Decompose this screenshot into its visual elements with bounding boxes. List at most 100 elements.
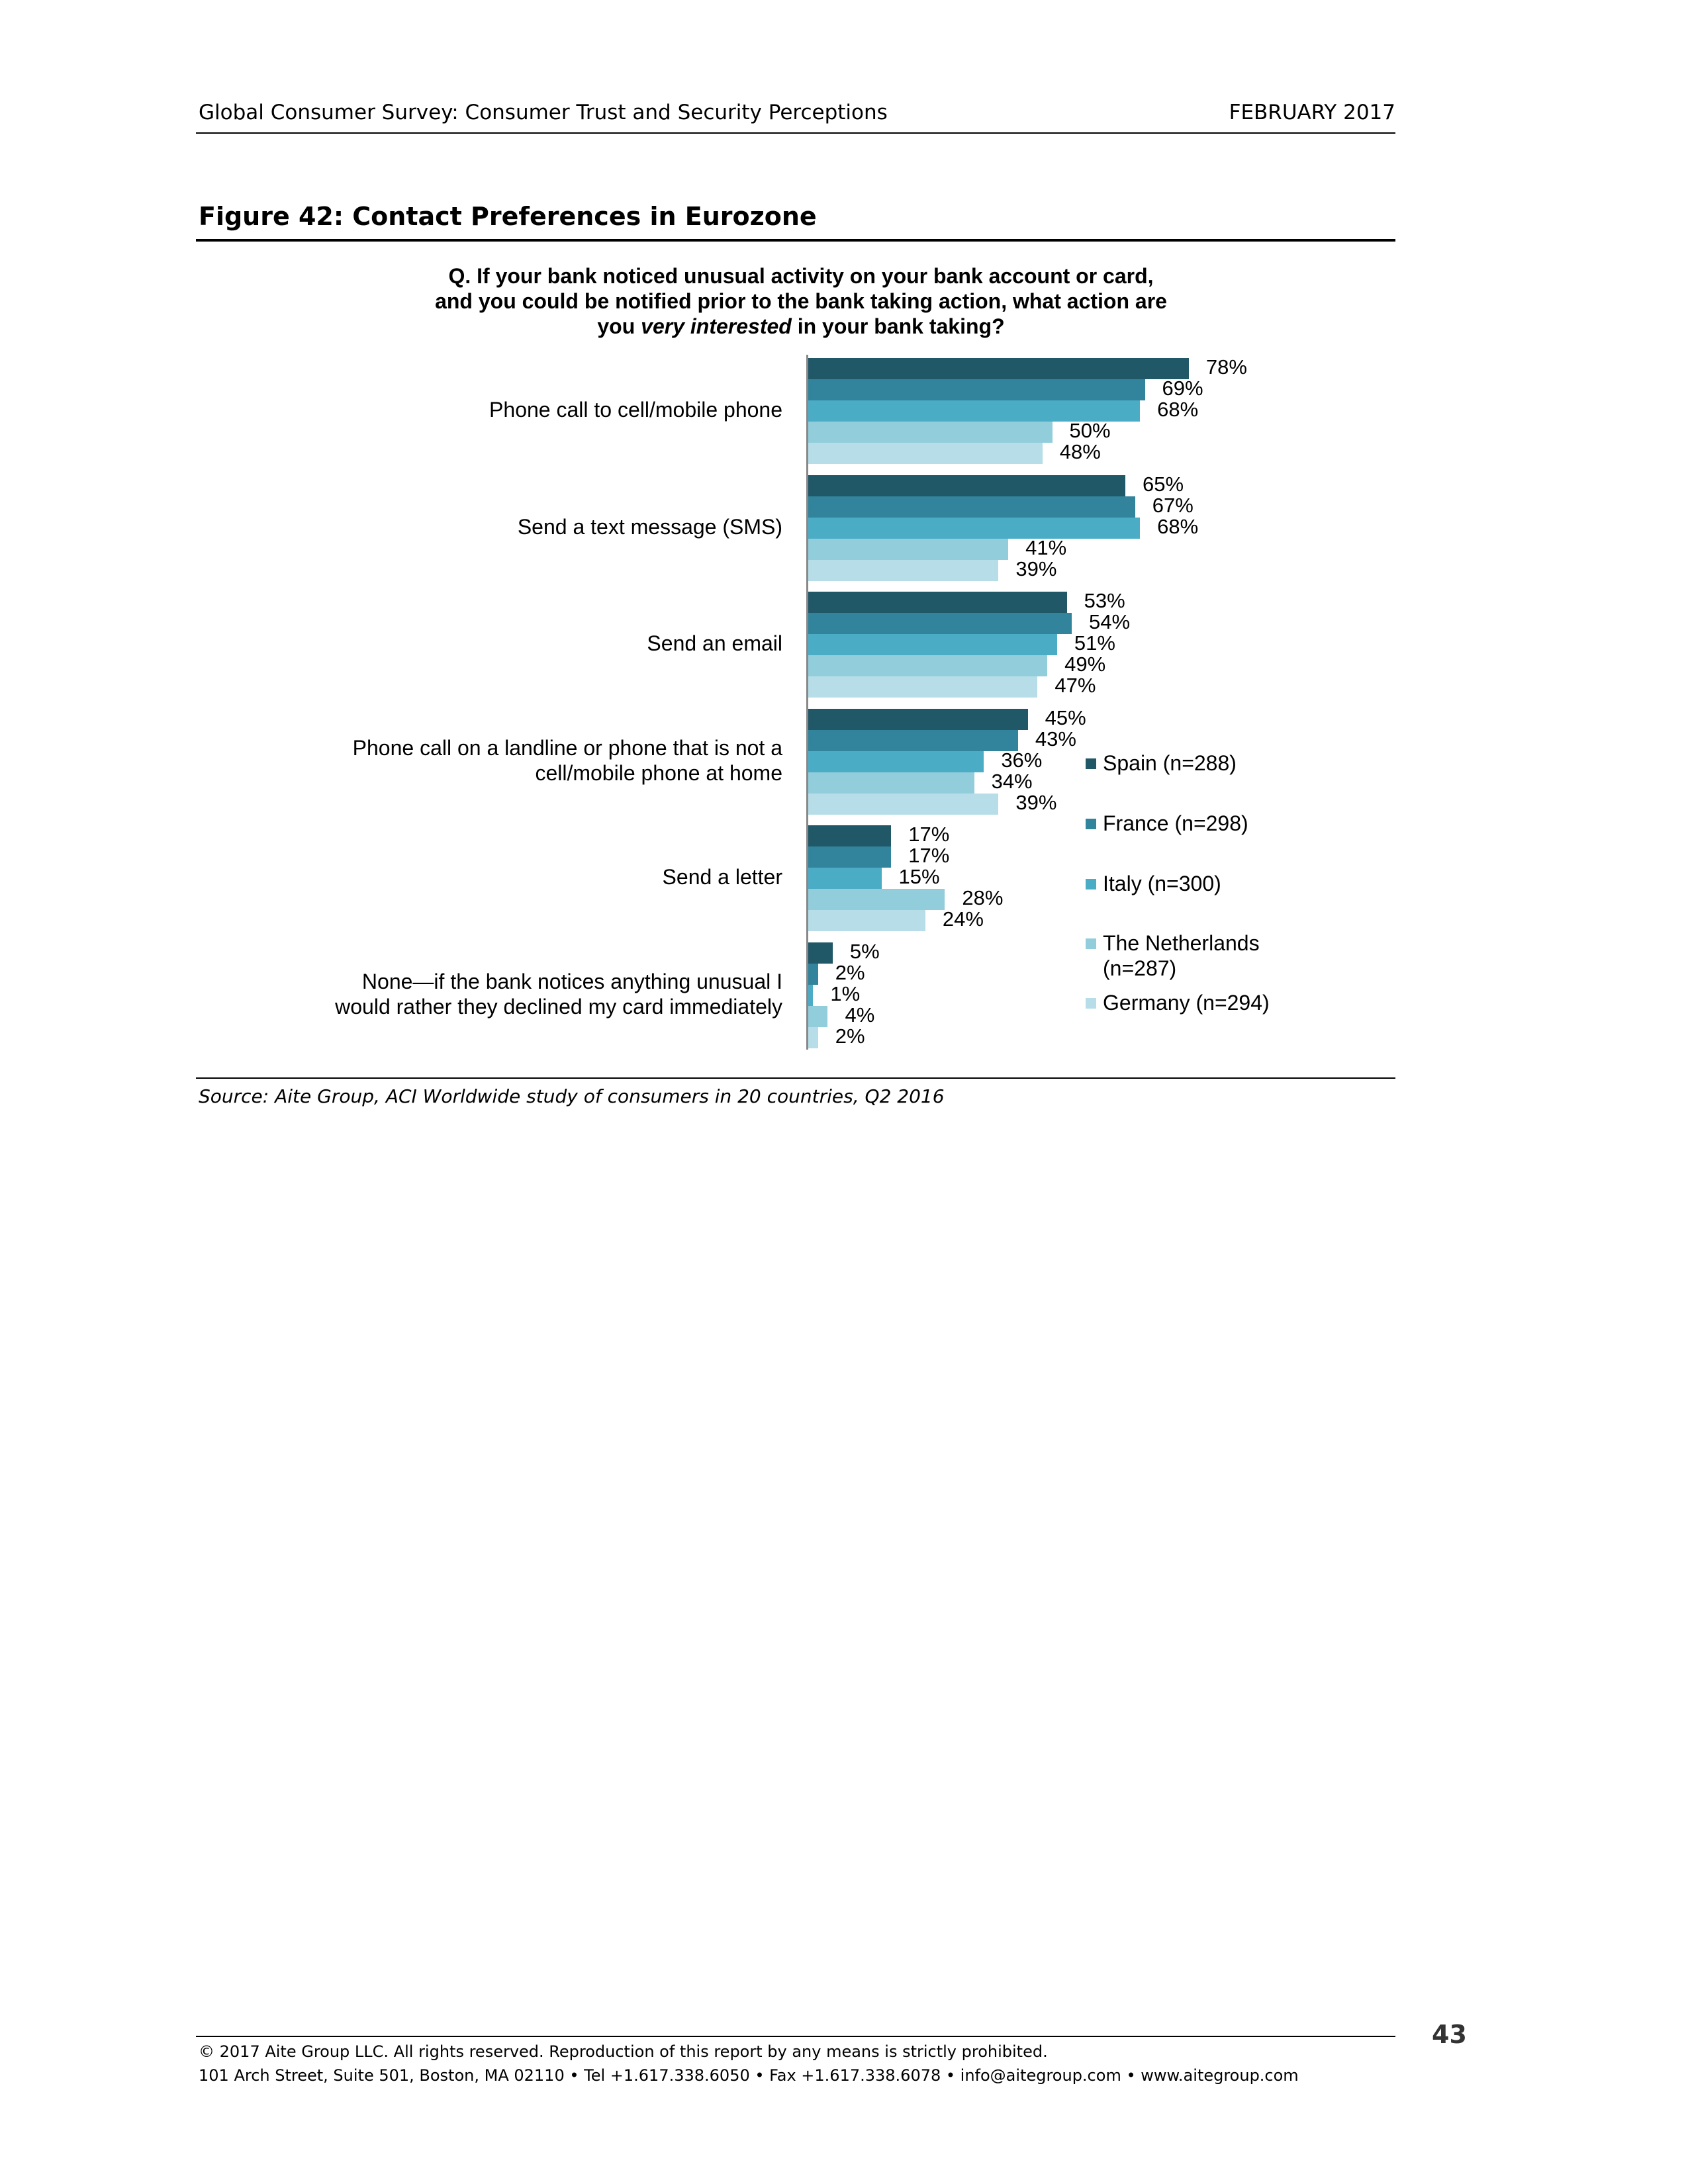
value-label: 68% xyxy=(1157,514,1199,538)
value-label: 47% xyxy=(1055,674,1096,697)
value-label: 17% xyxy=(908,823,950,846)
category-label-line: cell/mobile phone at home xyxy=(535,760,782,785)
category-label: Send a letter xyxy=(663,864,782,889)
value-label: 39% xyxy=(1015,557,1057,580)
bar xyxy=(808,517,1141,539)
bar xyxy=(808,772,974,794)
bar xyxy=(808,984,814,1006)
report-title: Global Consumer Survey: Consumer Trust a… xyxy=(199,101,888,124)
legend-label: Italy (n=300) xyxy=(1103,871,1221,896)
category-label-line: Send an email xyxy=(647,631,782,655)
category-label-line: would rather they declined my card immed… xyxy=(335,994,782,1019)
category-label: None—if the bank notices anything unusua… xyxy=(335,969,782,1019)
legend-label-line: Germany (n=294) xyxy=(1103,991,1270,1015)
legend-item: Italy (n=300) xyxy=(1086,871,1221,896)
value-label: 24% xyxy=(942,907,984,931)
bar xyxy=(808,613,1072,634)
value-label: 36% xyxy=(1001,748,1043,772)
figure-title: Figure 42: Contact Preferences in Eurozo… xyxy=(199,202,817,231)
bar xyxy=(808,889,945,910)
value-label: 49% xyxy=(1064,653,1106,676)
legend-swatch xyxy=(1086,819,1096,829)
bar xyxy=(808,942,833,964)
question-text: you xyxy=(597,314,641,338)
bar xyxy=(808,475,1126,496)
bar xyxy=(808,708,1028,730)
value-label: 2% xyxy=(835,1024,865,1048)
bar xyxy=(808,1005,828,1027)
question-text: in your bank taking? xyxy=(791,314,1005,338)
bar xyxy=(808,751,984,772)
legend-swatch xyxy=(1086,879,1096,889)
legend-label: France (n=298) xyxy=(1103,811,1248,836)
report-date: FEBRUARY 2017 xyxy=(1229,101,1395,124)
value-label: 65% xyxy=(1143,472,1184,496)
title-rule xyxy=(196,239,1395,242)
category-label-line: Phone call on a landline or phone that i… xyxy=(352,735,782,760)
value-label: 54% xyxy=(1088,610,1131,633)
bar xyxy=(808,825,892,846)
value-label: 78% xyxy=(1205,355,1247,379)
value-label: 34% xyxy=(991,769,1033,793)
legend-item: France (n=298) xyxy=(1086,811,1248,836)
legend-swatch xyxy=(1086,758,1096,769)
value-label: 41% xyxy=(1025,535,1067,559)
value-label: 67% xyxy=(1152,493,1194,517)
legend-swatch xyxy=(1086,938,1096,949)
bar xyxy=(808,963,818,985)
legend-label: Germany (n=294) xyxy=(1103,990,1270,1015)
legend-item: Germany (n=294) xyxy=(1086,990,1270,1015)
category-label: Send an email xyxy=(647,631,782,656)
bar xyxy=(808,793,999,815)
value-label: 5% xyxy=(849,939,880,963)
value-label: 69% xyxy=(1162,377,1203,400)
value-label: 48% xyxy=(1059,440,1101,463)
value-label: 43% xyxy=(1035,727,1076,751)
bar xyxy=(808,676,1038,698)
value-label: 15% xyxy=(898,865,940,888)
value-label: 68% xyxy=(1157,398,1199,421)
legend-label-line: (n=287) xyxy=(1103,956,1177,980)
source-note: Source: Aite Group, ACI Worldwide study … xyxy=(199,1085,945,1107)
legend-label: Spain (n=288) xyxy=(1103,751,1237,776)
value-label: 53% xyxy=(1084,589,1125,612)
category-label-line: None—if the bank notices anything unusua… xyxy=(361,969,782,993)
category-label-line: Phone call to cell/mobile phone xyxy=(489,398,782,422)
value-label: 17% xyxy=(908,844,950,867)
bar xyxy=(808,592,1067,613)
bar xyxy=(808,443,1043,464)
category-label: Phone call on a landline or phone that i… xyxy=(353,735,782,786)
footer-rule xyxy=(196,2036,1395,2037)
bar xyxy=(808,358,1189,379)
address: 101 Arch Street, Suite 501, Boston, MA 0… xyxy=(199,2066,1299,2085)
bar xyxy=(808,846,892,868)
legend-label-line: Spain (n=288) xyxy=(1103,751,1237,775)
bar xyxy=(808,1026,818,1048)
bar xyxy=(808,422,1053,443)
bar xyxy=(808,400,1141,422)
value-label: 50% xyxy=(1069,419,1111,442)
source-rule xyxy=(196,1077,1395,1079)
question-line: Q. If your bank noticed unusual activity… xyxy=(448,264,1154,288)
legend-item: The Netherlands (n=287) xyxy=(1086,931,1260,981)
value-label: 28% xyxy=(962,886,1004,909)
page-number: 43 xyxy=(1432,2020,1467,2049)
question-emphasis: very interested xyxy=(641,314,792,338)
category-label: Phone call to cell/mobile phone xyxy=(489,397,782,422)
copyright: © 2017 Aite Group LLC. All rights reserv… xyxy=(199,2042,1048,2061)
category-label-line: Send a text message (SMS) xyxy=(517,514,782,539)
bar xyxy=(808,729,1018,751)
category-axis xyxy=(806,355,808,1050)
value-label: 1% xyxy=(830,981,861,1005)
legend-swatch xyxy=(1086,998,1096,1009)
bar xyxy=(808,655,1048,676)
value-label: 2% xyxy=(835,960,865,984)
bar xyxy=(808,868,882,889)
value-label: 39% xyxy=(1015,790,1057,814)
category-label-line: Send a letter xyxy=(662,865,782,889)
bar xyxy=(808,496,1135,518)
legend-label: The Netherlands (n=287) xyxy=(1103,931,1260,981)
bar xyxy=(808,538,1009,560)
category-label: Send a text message (SMS) xyxy=(518,514,782,539)
bar xyxy=(808,379,1145,400)
